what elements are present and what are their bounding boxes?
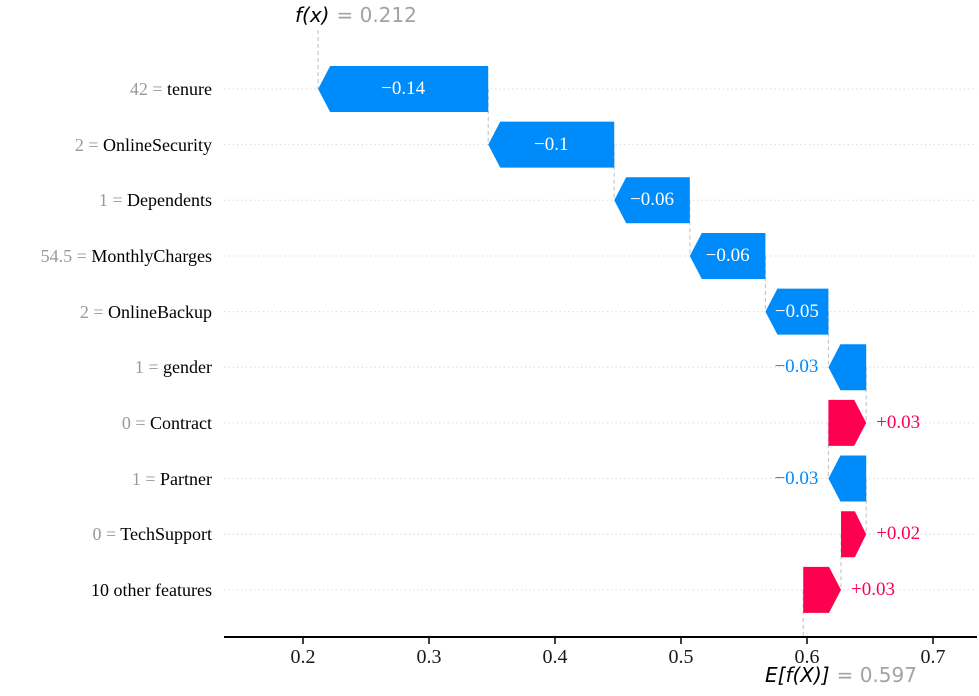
ef-value: = 0.597 xyxy=(836,663,917,687)
feature-row-label: 0 = Contract xyxy=(121,412,212,433)
shap-value-label: −0.05 xyxy=(774,300,819,322)
ef-annotation: E[f(X)] = 0.597 xyxy=(765,663,917,687)
waterfall-arrow-partner xyxy=(828,455,867,502)
fx-symbol: f(x) xyxy=(295,3,330,27)
waterfall-arrow-techsupport xyxy=(841,511,867,558)
x-tick-label: 0.7 xyxy=(920,646,946,668)
shap-value-label: −0.06 xyxy=(705,244,750,266)
waterfall-arrow-onlinesecurity xyxy=(488,121,615,168)
shap-value-label: −0.03 xyxy=(774,467,819,489)
x-tick-label: 0.4 xyxy=(542,646,568,668)
waterfall-arrow-tenure xyxy=(318,66,489,112)
feature-row-label: 10 other features xyxy=(91,579,212,600)
feature-row-label: 0 = TechSupport xyxy=(92,524,212,545)
waterfall-arrow-10-other-features xyxy=(803,566,842,613)
shap-value-label: +0.03 xyxy=(876,411,921,433)
x-tick-label: 0.5 xyxy=(668,646,694,668)
feature-row-label: 2 = OnlineBackup xyxy=(79,301,212,322)
fx-value: = 0.212 xyxy=(336,3,417,27)
waterfall-arrow-dependents xyxy=(614,177,690,224)
shap-value-label: +0.03 xyxy=(851,578,895,600)
shap-value-label: −0.1 xyxy=(533,133,569,155)
feature-row-label: 2 = OnlineSecurity xyxy=(74,134,212,155)
shap-value-label: −0.14 xyxy=(381,78,426,99)
x-tick-label: 0.6 xyxy=(794,646,820,668)
waterfall-arrow-onlinebackup xyxy=(765,288,829,335)
waterfall-arrow-monthlycharges xyxy=(689,232,766,279)
waterfall-arrow-gender xyxy=(828,344,867,391)
feature-row-label: 1 = Dependents xyxy=(98,190,212,211)
shap-value-label: −0.06 xyxy=(630,189,674,211)
fx-annotation: f(x) = 0.212 xyxy=(295,3,417,27)
x-tick-label: 0.3 xyxy=(416,646,442,668)
feature-row-label: 1 = gender xyxy=(134,357,212,378)
shap-value-label: +0.02 xyxy=(876,523,921,545)
feature-row-label: 42 = tenure xyxy=(129,79,212,99)
feature-row-label: 1 = Partner xyxy=(131,468,212,489)
waterfall-arrow-contract xyxy=(828,399,867,446)
feature-row-label: 54.5 = MonthlyCharges xyxy=(40,245,212,266)
shap-value-label: −0.03 xyxy=(774,356,819,378)
ef-symbol: E[f(X)] xyxy=(765,663,830,687)
x-tick-label: 0.2 xyxy=(290,646,316,668)
